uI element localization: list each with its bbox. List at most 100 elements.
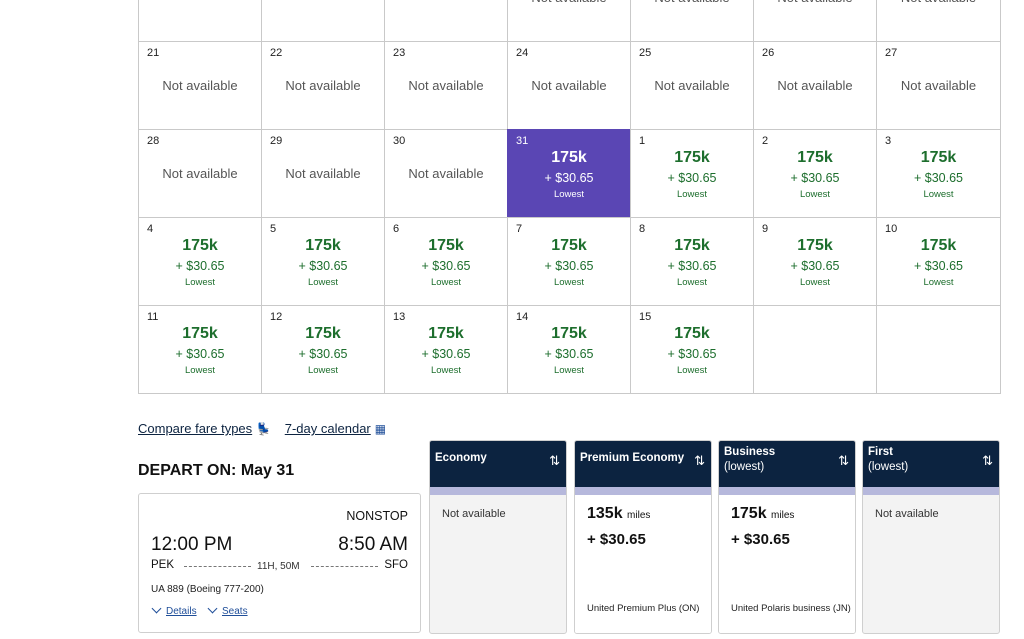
fare-header-strip <box>719 487 855 495</box>
fare-body[interactable]: 175k miles + $30.65 United Polaris busin… <box>719 495 855 633</box>
fare-price: + $30.65 <box>667 347 717 361</box>
fare-miles: 175k <box>674 325 710 342</box>
fare-price: + $30.65 <box>421 347 471 361</box>
fare-column-premium-economy[interactable]: Premium Economy ⇅ 135k miles + $30.65 Un… <box>574 440 712 634</box>
calendar-day-cell: Not available <box>630 0 754 42</box>
calendar-day-cell[interactable]: 15 175k + $30.65 Lowest <box>630 305 754 394</box>
calendar-day-cell: 27 Not available <box>876 41 1001 130</box>
fare-price: + $30.65 <box>667 171 717 185</box>
calendar-day-cell[interactable]: 11 175k + $30.65 Lowest <box>138 305 262 394</box>
flight-card[interactable]: NONSTOP 12:00 PM 8:50 AM PEK 11H, 50M SF… <box>138 493 421 633</box>
day-number: 10 <box>885 223 898 235</box>
lowest-tag: Lowest <box>923 189 954 200</box>
not-available-label: Not available <box>408 78 484 93</box>
fare-product-name: United Polaris business (JN) <box>731 603 851 614</box>
calendar-day-cell[interactable]: 9 175k + $30.65 Lowest <box>753 217 877 306</box>
fare-price: + $30.65 <box>790 259 840 273</box>
fare-price: + $30.65 <box>667 259 717 273</box>
day-number: 1 <box>639 135 646 147</box>
calendar-day-cell[interactable]: 31 175k + $30.65 Lowest <box>507 129 631 218</box>
seats-toggle[interactable]: Seats <box>207 603 248 617</box>
day-number: 23 <box>393 47 406 59</box>
flight-duration: 11H, 50M <box>257 561 300 572</box>
fare-class-name: Business (lowest) <box>724 446 776 473</box>
calendar-day-cell[interactable]: 13 175k + $30.65 Lowest <box>384 305 508 394</box>
fare-miles: 175k <box>551 325 587 342</box>
sort-icon[interactable]: ⇅ <box>549 453 560 468</box>
fare-header[interactable]: Business (lowest) ⇅ <box>719 441 855 487</box>
calendar-day-cell: 28 Not available <box>138 129 262 218</box>
sort-icon[interactable]: ⇅ <box>694 453 705 468</box>
fare-miles: 175k <box>674 149 710 166</box>
calendar-day-cell: 26 Not available <box>753 41 877 130</box>
day-number: 31 <box>516 135 529 147</box>
day-number: 15 <box>639 311 652 323</box>
fare-class-name: Economy <box>435 452 487 464</box>
day-number: 22 <box>270 47 283 59</box>
day-number: 25 <box>639 47 652 59</box>
lowest-tag: Lowest <box>553 189 585 200</box>
fare-calendar: Not available Not available Not available N… <box>138 0 1001 395</box>
calendar-icon: ▦ <box>374 422 387 436</box>
fare-miles: 175k <box>920 149 957 166</box>
fare-price: + $30.65 <box>587 531 646 548</box>
calendar-cell-empty <box>261 0 385 42</box>
departure-time: 12:00 PM <box>151 534 233 555</box>
fare-miles: 175k <box>182 237 218 254</box>
seat-icon: 💺 <box>256 422 272 436</box>
day-number: 6 <box>393 223 400 235</box>
day-number: 5 <box>270 223 277 235</box>
fare-header[interactable]: First (lowest) ⇅ <box>863 441 999 487</box>
fare-price: + $30.65 <box>731 531 790 548</box>
calendar-cell-empty <box>384 0 508 42</box>
calendar-day-cell[interactable]: 1 175k + $30.65 Lowest <box>630 129 754 218</box>
not-available-label: Not available <box>777 78 853 93</box>
arrival-time: 8:50 AM <box>338 534 408 555</box>
day-number: 9 <box>762 223 769 235</box>
calendar-cell-empty <box>753 305 877 394</box>
depart-on-heading: DEPART ON: May 31 <box>138 462 295 479</box>
fare-header[interactable]: Economy ⇅ <box>430 441 566 487</box>
fare-header[interactable]: Premium Economy ⇅ <box>575 441 711 487</box>
day-number: 8 <box>639 223 646 235</box>
calendar-day-cell[interactable]: 5 175k + $30.65 Lowest <box>261 217 385 306</box>
day-number: 12 <box>270 311 283 323</box>
calendar-day-cell[interactable]: 12 175k + $30.65 Lowest <box>261 305 385 394</box>
fare-price: + $30.65 <box>544 347 594 361</box>
calendar-day-cell: 24 Not available <box>507 41 631 130</box>
lowest-tag: Lowest <box>184 277 216 288</box>
fare-price: + $30.65 <box>298 259 348 273</box>
fare-class-name: First (lowest) <box>868 446 909 473</box>
calendar-day-cell[interactable]: 4 175k + $30.65 Lowest <box>138 217 262 306</box>
calendar-day-cell[interactable]: 8 175k + $30.65 Lowest <box>630 217 754 306</box>
fare-price: + $30.65 <box>298 347 348 361</box>
fare-miles: 175k <box>920 237 957 254</box>
fare-column-first[interactable]: First (lowest) ⇅ Not available <box>862 440 1000 634</box>
fare-column-business[interactable]: Business (lowest) ⇅ 175k miles + $30.65 U… <box>718 440 856 634</box>
fare-body[interactable]: 135k miles + $30.65 United Premium Plus … <box>575 495 711 633</box>
details-toggle[interactable]: Details <box>151 603 197 617</box>
calendar-day-cell[interactable]: 6 175k + $30.65 Lowest <box>384 217 508 306</box>
chevron-down-icon <box>151 603 162 614</box>
calendar-day-cell[interactable]: 10 175k + $30.65 Lowest <box>876 217 1001 306</box>
calendar-day-cell[interactable]: 3 175k + $30.65 Lowest <box>876 129 1001 218</box>
fare-miles: 175k <box>305 325 341 342</box>
compare-fare-types-link[interactable]: Compare fare types <box>138 421 253 436</box>
day-number: 14 <box>516 311 529 323</box>
calendar-day-cell: 23 Not available <box>384 41 508 130</box>
sort-icon[interactable]: ⇅ <box>982 453 993 468</box>
origin-airport: PEK <box>151 559 175 571</box>
calendar-cell-empty <box>876 305 1001 394</box>
day-number: 28 <box>147 135 160 147</box>
sort-icon[interactable]: ⇅ <box>838 453 849 468</box>
lowest-tag: Lowest <box>307 277 339 288</box>
fare-column-economy[interactable]: Economy ⇅ Not available <box>429 440 567 634</box>
seven-day-calendar-link[interactable]: 7-day calendar <box>284 421 371 436</box>
not-available-label: Not available <box>531 78 607 93</box>
day-number: 11 <box>147 311 159 323</box>
calendar-day-cell[interactable]: 14 175k + $30.65 Lowest <box>507 305 631 394</box>
not-available-label: Not available <box>162 166 238 181</box>
chevron-down-icon <box>207 603 218 614</box>
calendar-day-cell[interactable]: 2 175k + $30.65 Lowest <box>753 129 877 218</box>
calendar-day-cell[interactable]: 7 175k + $30.65 Lowest <box>507 217 631 306</box>
